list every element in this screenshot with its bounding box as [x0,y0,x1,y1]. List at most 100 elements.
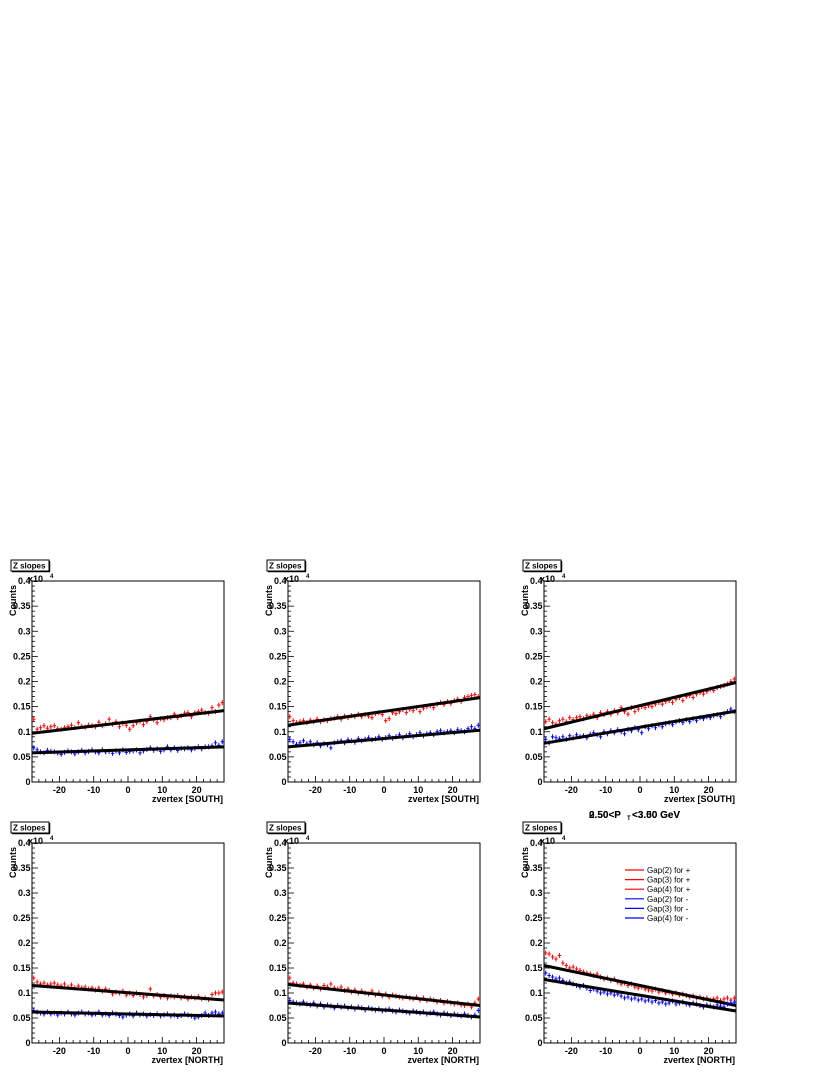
data-point [394,711,398,717]
y-tick-label: 0.15 [269,963,287,973]
data-point [301,738,306,744]
x-tick-label: 0 [381,1046,386,1056]
panel-title-box: Z slopes [266,821,307,835]
fit-line [287,1001,481,1019]
x-tick-label: -20 [309,785,322,795]
data-point [107,716,111,722]
data-point [32,975,36,981]
panel-title: Z slopes [13,562,46,571]
data-point [476,722,480,728]
panel-3: Z slopes 0 0.05 0.1 0.15 0.2 0.25 0.3 0.35 0.4 -20… [520,559,737,804]
x-tick-label: 20 [448,785,458,795]
data-point [544,970,548,976]
y-tick-label: 0.1 [274,988,287,998]
data-point [544,736,548,742]
x-axis-label: zvertex [SOUTH] [152,794,223,804]
y-tick-label: 0.05 [13,1013,31,1023]
series-plus [32,700,224,732]
data-point [42,980,46,986]
x-tick-label: 20 [448,1046,458,1056]
data-point [52,723,56,729]
data-point [550,974,555,980]
data-point [384,718,388,724]
y-tick-label: 0.2 [530,938,543,948]
y-tick-label: 0.15 [525,702,543,712]
data-point [418,709,422,715]
y-tick-label: 0 [537,777,542,787]
y-tick-label: 0.35 [13,863,31,873]
fit-line [543,681,737,731]
x-tick-label: 0 [637,1046,642,1056]
y-tick-label: 0.3 [18,888,31,898]
legend: Gap(2) for +Gap(3) for +Gap(4) for +Gap(… [625,866,691,923]
panel-6: Z slopes 0 0.05 0.1 0.15 0.2 0.25 0.3 0.35 0.4 -20… [520,821,737,1065]
data-point [729,1000,733,1006]
data-point [97,719,101,725]
data-point [574,715,579,721]
y-tick-label: 0.2 [530,677,543,687]
data-point [35,726,39,732]
y-tick-label: 0.05 [269,1013,287,1023]
data-point [432,705,436,711]
x-tick-label: -20 [53,1046,66,1056]
data-point [550,720,555,726]
x-tick-label: 10 [413,785,423,795]
data-point [568,733,572,739]
data-point [574,966,579,972]
data-point [622,995,627,1001]
pt-range-label: 2.50<P0.50<P T <3.50 GeV<3.00 GeV [589,810,680,822]
data-point [715,995,719,1001]
data-point [387,716,391,722]
data-point [288,736,292,742]
x-tick-label: 10 [157,1046,167,1056]
y-tick-label: 0.25 [525,913,543,923]
y-tick-label: 0.4 [274,838,287,848]
y-tick-label: 0.15 [525,963,543,973]
data-point [220,739,224,745]
pt-label-a: 0.50<P [589,810,621,821]
y-tick-label: 0.25 [13,913,31,923]
data-point [564,963,568,968]
pt-label-sub: T [627,816,631,822]
pt-label-a-overlap: 2.50<P [589,810,621,821]
data-point [329,745,333,751]
data-point [141,722,146,728]
y-tick-label: 0 [25,777,30,787]
data-point [49,724,53,730]
data-point [626,994,630,1000]
y-tick-label: 0 [281,1038,286,1048]
y-tick-label: 0.2 [18,677,31,687]
y-axis-label: Counts [8,585,18,616]
data-point [329,981,333,987]
y-tick-label: 0.05 [269,752,287,762]
data-point [288,714,292,720]
data-point [643,998,647,1004]
series-minus [288,722,480,751]
data-point [605,991,610,997]
y-tick-label: 0.25 [525,651,543,661]
data-point [557,718,562,724]
data-point [629,996,634,1002]
data-point [138,750,142,756]
panel-title-box: Z slopes [10,559,51,573]
y-axis-label: Counts [264,847,274,878]
data-point [62,981,67,987]
y-tick-label: 0.1 [18,988,31,998]
data-point [404,710,408,716]
data-point [550,734,555,740]
y-tick-label: 0.35 [13,601,31,611]
data-point [210,992,214,997]
pt-label-b: <3.00 GeV [632,810,680,821]
data-point [554,735,558,741]
data-point [547,973,551,978]
data-point [291,739,295,745]
y-exponent-power: 4 [562,836,566,842]
data-point [210,705,214,711]
x-tick-label: 10 [669,1046,679,1056]
y-tick-label: 0.35 [525,601,543,611]
x-axis-label: zvertex [NORTH] [407,1055,479,1065]
plot-frame [543,842,737,1044]
data-point [220,700,224,706]
panel-title: Z slopes [269,824,302,833]
